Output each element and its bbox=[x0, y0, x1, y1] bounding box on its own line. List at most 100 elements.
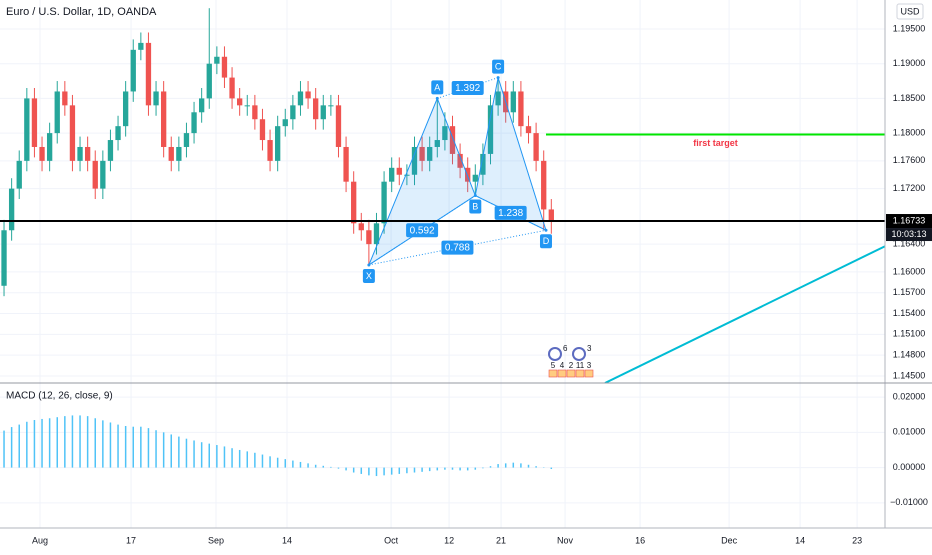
x-tick-label: Oct bbox=[384, 535, 399, 545]
y-tick-label: 1.17600 bbox=[893, 155, 926, 165]
candle-body bbox=[366, 230, 372, 245]
y-tick-label: 1.19500 bbox=[893, 23, 926, 33]
candle-body bbox=[282, 119, 288, 127]
candle-body bbox=[145, 42, 152, 106]
x-tick-label: 23 bbox=[852, 535, 862, 545]
ratio-box bbox=[441, 240, 474, 255]
candle-body bbox=[472, 174, 478, 182]
candle-body bbox=[198, 98, 205, 113]
candle-body bbox=[518, 91, 524, 127]
event-count: 3 bbox=[587, 344, 592, 353]
trend-line bbox=[604, 245, 885, 383]
candle-body bbox=[389, 167, 395, 182]
candle-body bbox=[183, 133, 190, 147]
y-tick-label: 1.15700 bbox=[893, 287, 926, 297]
candle-body bbox=[457, 153, 463, 168]
currency[interactable]: USD bbox=[900, 6, 920, 16]
ratio-label: 1.238 bbox=[498, 208, 523, 219]
y-tick-label: 0.01000 bbox=[893, 427, 926, 437]
indicator-title: MACD (12, 26, close, 9) bbox=[6, 391, 113, 402]
candle-body bbox=[442, 126, 448, 141]
ratio-label: 0.788 bbox=[445, 243, 470, 254]
candle-body bbox=[480, 153, 486, 175]
candle-body bbox=[176, 146, 182, 161]
x-tick-label: Aug bbox=[32, 535, 48, 545]
event-flag bbox=[584, 369, 594, 378]
x-tick-label: 12 bbox=[444, 535, 454, 545]
candle-body bbox=[237, 98, 243, 106]
candle-body bbox=[358, 223, 364, 231]
target-label: first target bbox=[693, 138, 738, 148]
candle-body bbox=[487, 105, 494, 154]
y-tick-label: 1.16400 bbox=[893, 239, 926, 249]
candle-body bbox=[214, 56, 220, 64]
y-tick-label: 0.00000 bbox=[893, 462, 926, 472]
point-label: C bbox=[495, 61, 502, 71]
candle-body bbox=[313, 98, 319, 120]
candle-body bbox=[411, 146, 418, 175]
candle-body bbox=[419, 146, 425, 161]
candle-body bbox=[290, 105, 296, 120]
candle-body bbox=[160, 91, 167, 147]
y-tick-label: 1.15400 bbox=[893, 308, 926, 318]
ratio-box bbox=[494, 205, 527, 220]
candle-body bbox=[541, 160, 547, 210]
candle-body bbox=[335, 105, 342, 147]
candle-body bbox=[229, 77, 235, 99]
event-flag bbox=[557, 369, 567, 378]
y-tick-label: −0.01000 bbox=[890, 497, 928, 507]
y-tick-label: 1.16000 bbox=[893, 266, 926, 276]
pattern-point bbox=[435, 96, 439, 100]
candle-body bbox=[305, 91, 311, 99]
candle-body bbox=[252, 105, 258, 120]
last-price-box bbox=[886, 214, 932, 229]
y-tick-label: 1.14500 bbox=[893, 370, 926, 380]
pattern-point bbox=[496, 76, 500, 80]
candle-body bbox=[107, 140, 114, 161]
candle-body bbox=[434, 140, 440, 147]
point-box bbox=[539, 234, 552, 249]
point-box bbox=[362, 268, 375, 283]
pattern-point bbox=[367, 263, 371, 267]
candle-body bbox=[328, 105, 334, 107]
x-tick-label: 14 bbox=[795, 535, 805, 545]
candle-body bbox=[404, 174, 410, 176]
currency-box[interactable] bbox=[896, 3, 924, 20]
last-price-label: 1.16733 bbox=[893, 215, 926, 225]
point-label: D bbox=[543, 236, 550, 246]
x-tick-label: 16 bbox=[635, 535, 645, 545]
y-tick-label: 0.02000 bbox=[893, 391, 926, 401]
candle-body bbox=[1, 230, 7, 286]
candle-body bbox=[525, 126, 532, 134]
candle-body bbox=[320, 105, 326, 120]
x-tick-label: Nov bbox=[557, 535, 574, 545]
candle-body bbox=[31, 98, 38, 147]
event-count: 4 bbox=[560, 361, 565, 370]
pattern-point bbox=[473, 194, 477, 198]
candle-body bbox=[92, 160, 98, 189]
event-count: 6 bbox=[563, 344, 568, 353]
candle-body bbox=[548, 209, 554, 222]
event-count: 11 bbox=[576, 361, 585, 370]
candle-body bbox=[343, 146, 349, 182]
x-tick-label: Dec bbox=[721, 535, 738, 545]
candle-body bbox=[46, 133, 53, 161]
ratio-box bbox=[406, 223, 439, 238]
candle-body bbox=[84, 146, 91, 161]
candle-body bbox=[153, 91, 159, 106]
candle-body bbox=[54, 91, 60, 134]
ratio-label: 0.592 bbox=[410, 225, 435, 236]
ratio-box bbox=[451, 80, 484, 95]
candle-body bbox=[24, 98, 30, 161]
candle-body bbox=[62, 91, 68, 106]
candle-body bbox=[77, 146, 83, 161]
candle-body bbox=[427, 146, 433, 161]
countdown-label: 10:03:13 bbox=[891, 229, 926, 239]
candle-body bbox=[8, 188, 15, 231]
ratio-label: 1.392 bbox=[455, 83, 480, 94]
candle-body bbox=[373, 223, 380, 245]
candle-body bbox=[115, 126, 121, 141]
candle-body bbox=[168, 146, 174, 161]
candle-body bbox=[39, 146, 45, 161]
